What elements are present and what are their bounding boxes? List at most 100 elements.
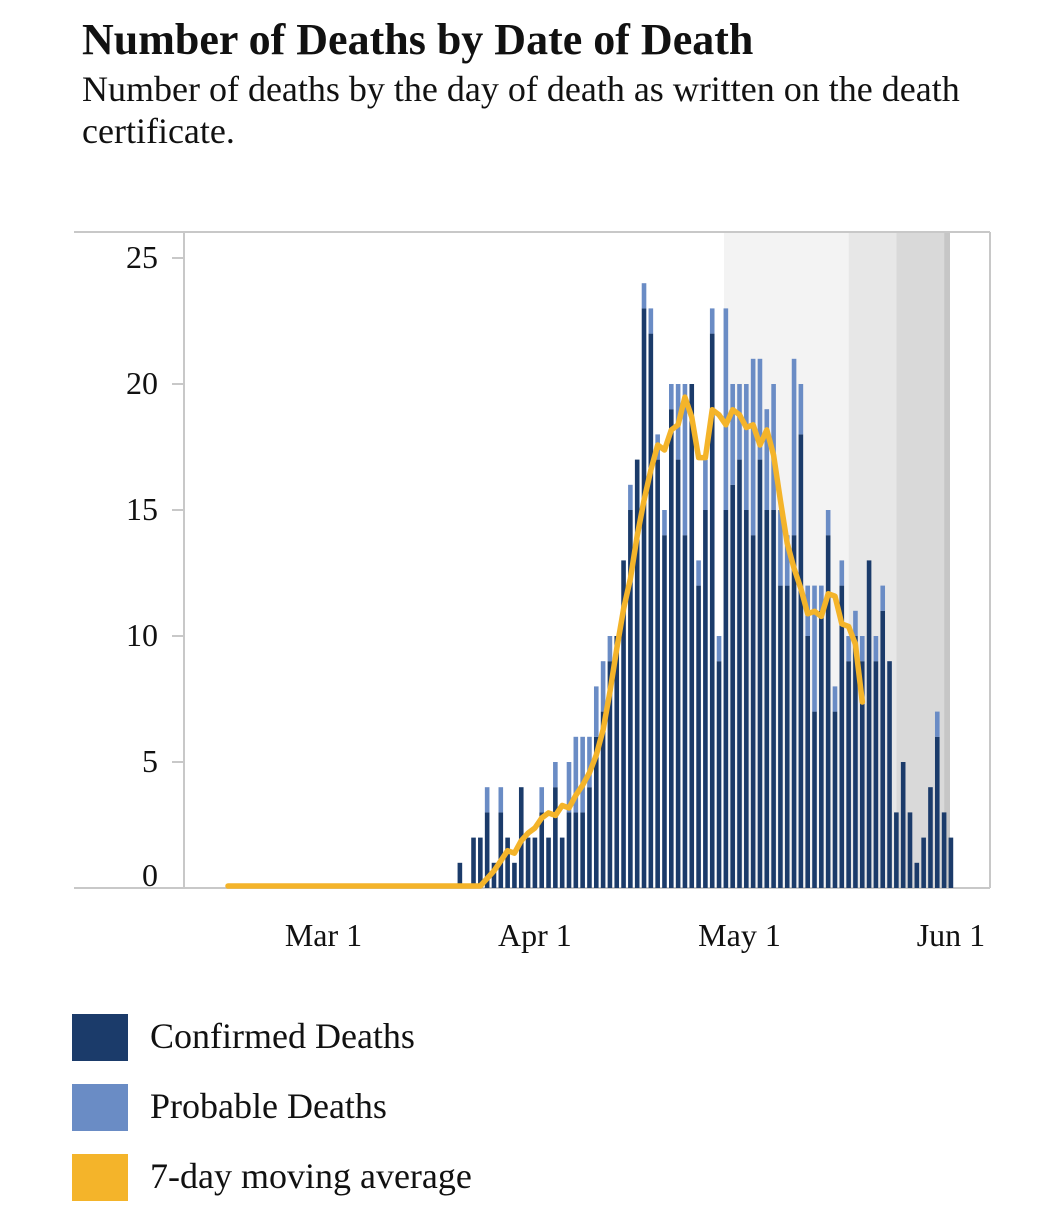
x-tick-label: Jun 1	[917, 917, 985, 953]
bar-confirmed	[825, 535, 831, 888]
bar-confirmed	[832, 711, 838, 888]
bar-confirmed	[866, 560, 872, 888]
bar-confirmed	[628, 510, 633, 888]
bar-confirmed	[921, 837, 926, 888]
bar-confirmed	[812, 711, 817, 888]
y-tick-label: 20	[126, 365, 158, 401]
bar-confirmed	[505, 837, 510, 888]
bar-confirmed	[737, 459, 742, 888]
bar-confirmed	[478, 837, 483, 888]
bar-confirmed	[696, 585, 701, 888]
bar-confirmed	[730, 484, 735, 888]
bar-probable	[484, 787, 490, 813]
bar-confirmed	[784, 585, 790, 888]
y-tick-label: 5	[142, 743, 158, 779]
bar-confirmed	[846, 661, 851, 888]
bar-confirmed	[491, 862, 497, 888]
bar-probable	[846, 636, 851, 662]
bar-probable	[737, 384, 742, 460]
bar-confirmed	[798, 434, 804, 888]
bar-probable	[703, 459, 708, 510]
bar-probable	[662, 510, 667, 536]
bar-confirmed	[593, 736, 599, 888]
bar-confirmed	[859, 661, 865, 888]
bar-confirmed	[703, 510, 708, 888]
bar-probable	[757, 358, 763, 460]
bar-confirmed	[655, 459, 660, 888]
bar-confirmed	[512, 862, 517, 888]
bar-confirmed	[819, 610, 824, 888]
bar-probable	[880, 585, 886, 611]
y-tick-label: 15	[126, 491, 158, 527]
bar-confirmed	[546, 837, 551, 888]
bar-confirmed	[607, 661, 613, 888]
bar-confirmed	[750, 535, 756, 888]
bar-confirmed	[887, 661, 892, 888]
bar-probable	[730, 384, 735, 485]
bar-confirmed	[539, 812, 545, 888]
bar-confirmed	[873, 661, 879, 888]
bar-probable	[669, 384, 674, 410]
bar-confirmed	[457, 862, 463, 888]
bar-confirmed	[641, 308, 647, 888]
chart-subtitle: Number of deaths by the day of death as …	[82, 69, 960, 151]
bar-confirmed	[791, 535, 797, 888]
bar-confirmed	[471, 837, 476, 888]
bar-probable	[607, 636, 613, 662]
legend-swatch-moving-average	[72, 1154, 128, 1201]
bar-probable	[696, 560, 701, 586]
bar-probable	[819, 585, 824, 611]
bar-confirmed	[614, 636, 620, 888]
x-tick-label: Mar 1	[285, 917, 362, 953]
bar-confirmed	[525, 837, 531, 888]
x-tick-label: May 1	[698, 917, 781, 953]
legend-swatch-probable	[72, 1084, 128, 1131]
bar-confirmed	[757, 459, 763, 888]
bar-probable	[825, 510, 831, 536]
bar-confirmed	[948, 837, 954, 888]
bar-confirmed	[498, 812, 504, 888]
bar-probable	[682, 384, 688, 536]
bar-probable	[573, 736, 579, 813]
bar-probable	[853, 610, 858, 636]
bar-confirmed	[723, 510, 729, 888]
bar-confirmed	[941, 812, 947, 888]
legend-label-probable: Probable Deaths	[150, 1086, 387, 1126]
bar-confirmed	[771, 510, 776, 888]
bar-confirmed	[709, 333, 715, 889]
bar-confirmed	[675, 459, 681, 888]
bar-probable	[744, 384, 749, 510]
bar-confirmed	[682, 535, 688, 888]
bar-confirmed	[669, 409, 674, 888]
bar-probable	[764, 409, 770, 510]
deaths-by-date-chart: 0 5 10 15 20 25 Mar 1 Apr 1 May 1 Jun 1	[74, 231, 991, 953]
bar-probable	[539, 787, 545, 813]
bar-confirmed	[839, 585, 845, 888]
y-tick-label: 10	[126, 617, 158, 653]
bar-confirmed	[559, 837, 565, 888]
bar-probable	[750, 358, 756, 536]
bar-probable	[580, 736, 585, 813]
bar-confirmed	[573, 812, 579, 888]
bar-confirmed	[928, 787, 933, 888]
bar-probable	[839, 560, 845, 586]
bar-confirmed	[805, 636, 810, 888]
bar-confirmed	[934, 736, 940, 888]
legend-label-confirmed: Confirmed Deaths	[150, 1016, 415, 1056]
legend-swatch-confirmed	[72, 1014, 128, 1061]
bar-confirmed	[764, 510, 770, 888]
bar-probable	[832, 686, 838, 712]
bar-confirmed	[744, 510, 749, 888]
bar-confirmed	[532, 837, 538, 888]
bar-probable	[934, 711, 940, 737]
bar-probable	[641, 283, 647, 309]
bar-confirmed	[778, 585, 783, 888]
bar-confirmed	[894, 812, 899, 888]
moving-average-line	[225, 394, 866, 889]
bar-confirmed	[634, 459, 640, 888]
bar-probable	[628, 484, 633, 510]
bar-probable	[798, 384, 804, 435]
bar-probable	[566, 762, 572, 813]
y-tick-label: 0	[142, 857, 158, 893]
bar-probable	[778, 510, 783, 586]
